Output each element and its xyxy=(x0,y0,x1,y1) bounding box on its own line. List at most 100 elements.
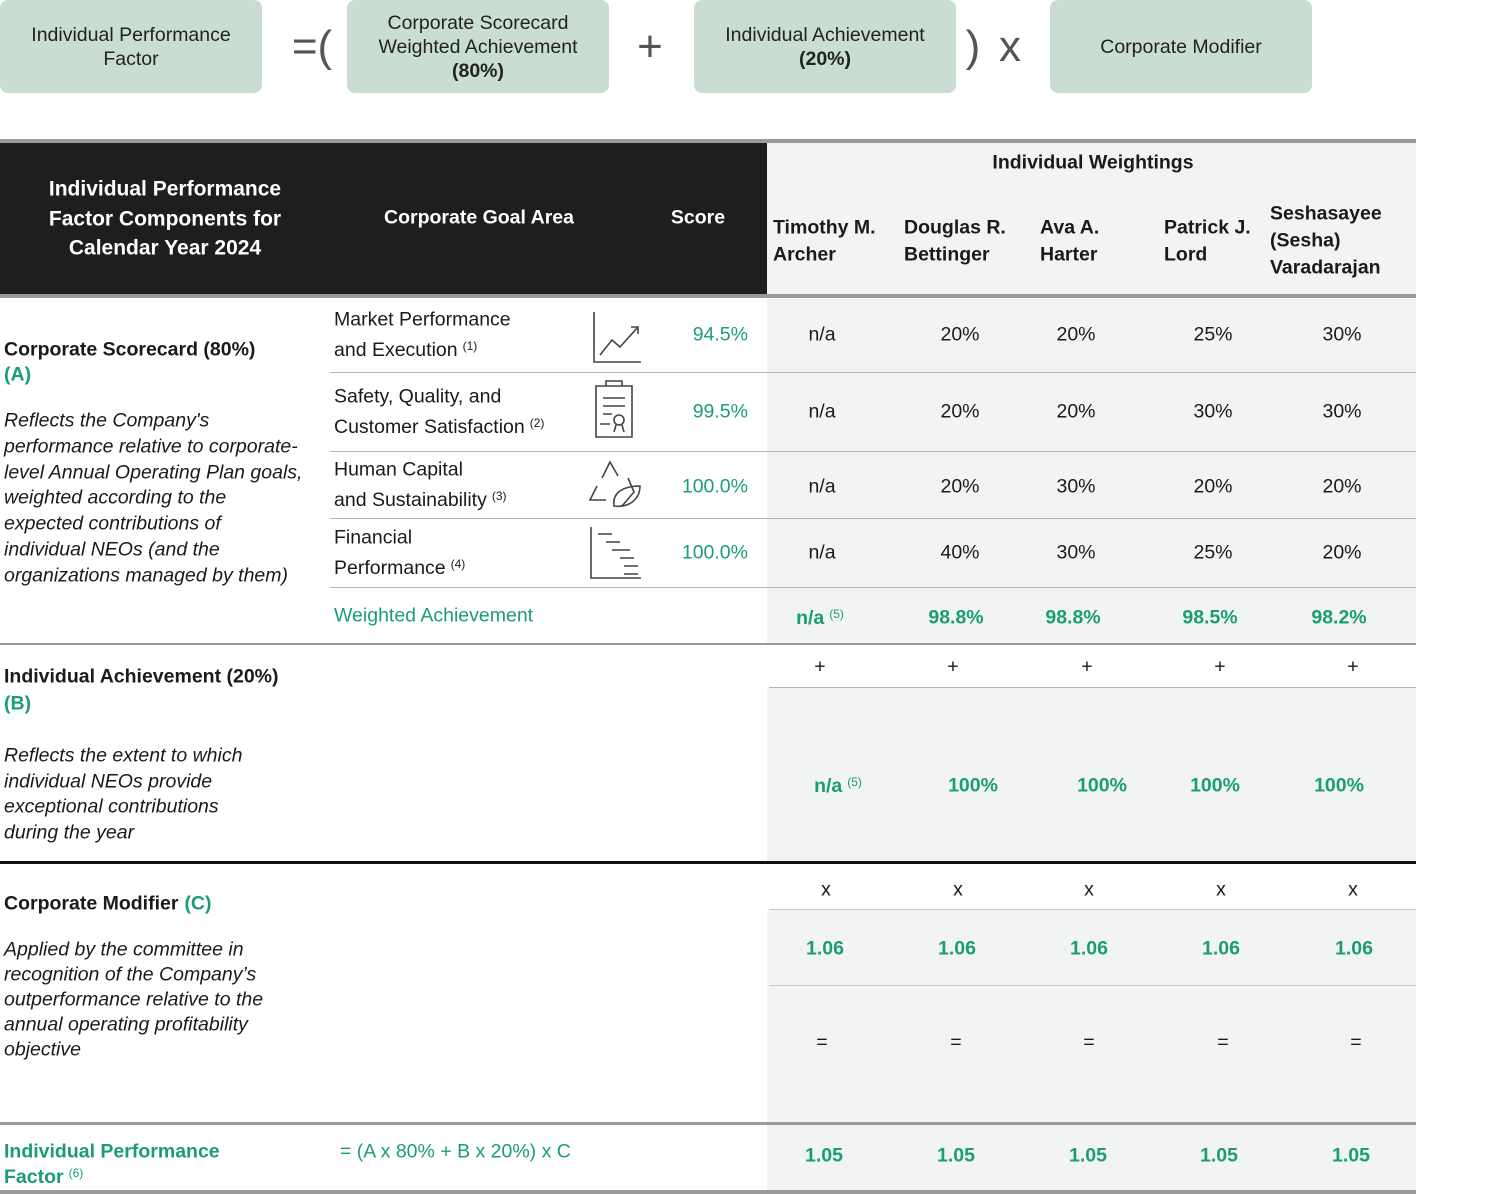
weighting: 20% xyxy=(940,475,980,498)
weighting: 20% xyxy=(1056,400,1096,423)
goal-name: Financial xyxy=(334,528,412,548)
neo-name: Douglas R. xyxy=(904,217,1006,238)
operator: = xyxy=(950,1031,962,1054)
scorecard-box: Corporate Scorecard Weighted Achievement(… xyxy=(347,0,609,93)
weighting: 20% xyxy=(940,323,980,346)
individual-value: 100% xyxy=(1077,776,1127,796)
factor-value: 1.05 xyxy=(1332,1146,1370,1166)
description: objective xyxy=(4,1040,81,1060)
weighting: 20% xyxy=(1056,402,1095,422)
weighting: 25% xyxy=(1193,325,1232,345)
row-rule xyxy=(330,587,1416,588)
footnote: (3) xyxy=(491,488,507,503)
weighting: 20% xyxy=(940,400,980,423)
weighted-value: 98.8% xyxy=(1045,606,1101,629)
goal-name: and Execution xyxy=(334,338,458,361)
row-rule xyxy=(330,372,1416,373)
modifier-value: 1.06 xyxy=(806,939,844,959)
weighting: 20% xyxy=(1322,543,1361,563)
description: individual NEOs (and the xyxy=(4,540,220,560)
weighting: 25% xyxy=(1193,541,1233,564)
weighting: 20% xyxy=(1193,477,1232,497)
score: 100.0% xyxy=(682,543,748,563)
footnote: (6) xyxy=(68,1165,84,1180)
row-rule xyxy=(769,687,1416,688)
modifier-value: 1.06 xyxy=(938,937,976,960)
goal-name: Human Capital xyxy=(334,460,463,480)
goal-name: Market Performance xyxy=(334,308,511,331)
factor-value: 1.05 xyxy=(805,1144,843,1167)
goal-name: and Execution (1) xyxy=(334,340,477,361)
footnote: (2) xyxy=(529,415,545,430)
neo-name: Timothy M. xyxy=(773,217,876,238)
weighting: n/a xyxy=(808,323,836,346)
section-tag: (A) xyxy=(4,363,32,386)
modifier-box: Corporate Modifier xyxy=(1050,0,1312,93)
header-title: Individual Performance xyxy=(48,177,282,201)
footnote: (5) xyxy=(847,774,862,789)
operator: x xyxy=(1348,878,1358,901)
weighting: n/a xyxy=(808,475,836,498)
individual-value: 100% xyxy=(1077,774,1127,797)
description: Reflects the Company's xyxy=(4,411,209,431)
rule xyxy=(0,643,1416,645)
section-label: Corporate Scorecard (80%) xyxy=(4,340,255,360)
description: annual operating profitability xyxy=(4,1013,248,1036)
description: individual NEOs provide xyxy=(4,769,213,792)
box-weight: (20%) xyxy=(798,47,852,70)
factor-value: 1.05 xyxy=(1200,1146,1238,1166)
neo-name: Lord xyxy=(1164,242,1208,265)
weighting: 30% xyxy=(1193,400,1233,423)
weighted-value: 98.2% xyxy=(1311,606,1367,629)
individual-value: 100% xyxy=(1314,774,1364,797)
weighting: 30% xyxy=(1322,400,1362,423)
factor-value: 1.05 xyxy=(1069,1144,1107,1167)
score: 100.0% xyxy=(681,541,748,564)
description: individual NEOs provide xyxy=(4,769,213,792)
operator: + xyxy=(947,657,958,677)
header: Score xyxy=(670,206,726,229)
individual-value: 100% xyxy=(1190,776,1240,796)
footnote: (4) xyxy=(450,556,466,571)
modifier-value: 1.06 xyxy=(1335,937,1373,960)
score: 100.0% xyxy=(682,477,748,497)
header: Individual Weightings xyxy=(992,153,1193,173)
operator: =( xyxy=(292,25,332,69)
operator: + xyxy=(1347,655,1359,678)
individual-value: 100% xyxy=(1314,776,1364,796)
neo-name: Lord xyxy=(1164,242,1208,265)
operator: x xyxy=(1216,878,1226,901)
description: organizations managed by them) xyxy=(4,564,288,587)
description: annual operating profitability xyxy=(4,1015,248,1035)
box-line: Individual Achievement xyxy=(725,23,925,46)
weighting: 30% xyxy=(1322,402,1361,422)
factor-value: 1.05 xyxy=(1200,1144,1238,1167)
weighting: 20% xyxy=(940,477,979,497)
neo-name: Harter xyxy=(1040,244,1097,265)
weighted-value: 98.2% xyxy=(1311,608,1366,628)
box-line: Individual Performance xyxy=(31,23,231,46)
factor-label: Factor xyxy=(4,1165,64,1188)
header: Individual Weightings xyxy=(992,151,1194,174)
weighting: n/a xyxy=(808,543,835,563)
box-line: Corporate Modifier xyxy=(1100,35,1262,58)
weighted-label: Weighted Achievement xyxy=(334,606,533,626)
operator: x xyxy=(953,878,963,901)
operator: x xyxy=(953,880,963,900)
weighting: 40% xyxy=(940,543,979,563)
section-tag: (A) xyxy=(4,365,31,385)
factor-label: Individual Performance xyxy=(4,1142,220,1162)
individual-bg xyxy=(767,688,1416,862)
header-title: Factor Components for xyxy=(49,208,281,229)
row-rule xyxy=(769,985,1416,986)
header-right-bg xyxy=(767,143,1416,295)
header: Score xyxy=(671,208,725,228)
weighting: 30% xyxy=(1056,475,1096,498)
operator: + xyxy=(814,655,826,678)
operator: x xyxy=(1084,878,1094,901)
operator: = xyxy=(1217,1031,1229,1054)
footnote: (1) xyxy=(462,338,478,353)
individual-value: n/a xyxy=(814,774,843,797)
